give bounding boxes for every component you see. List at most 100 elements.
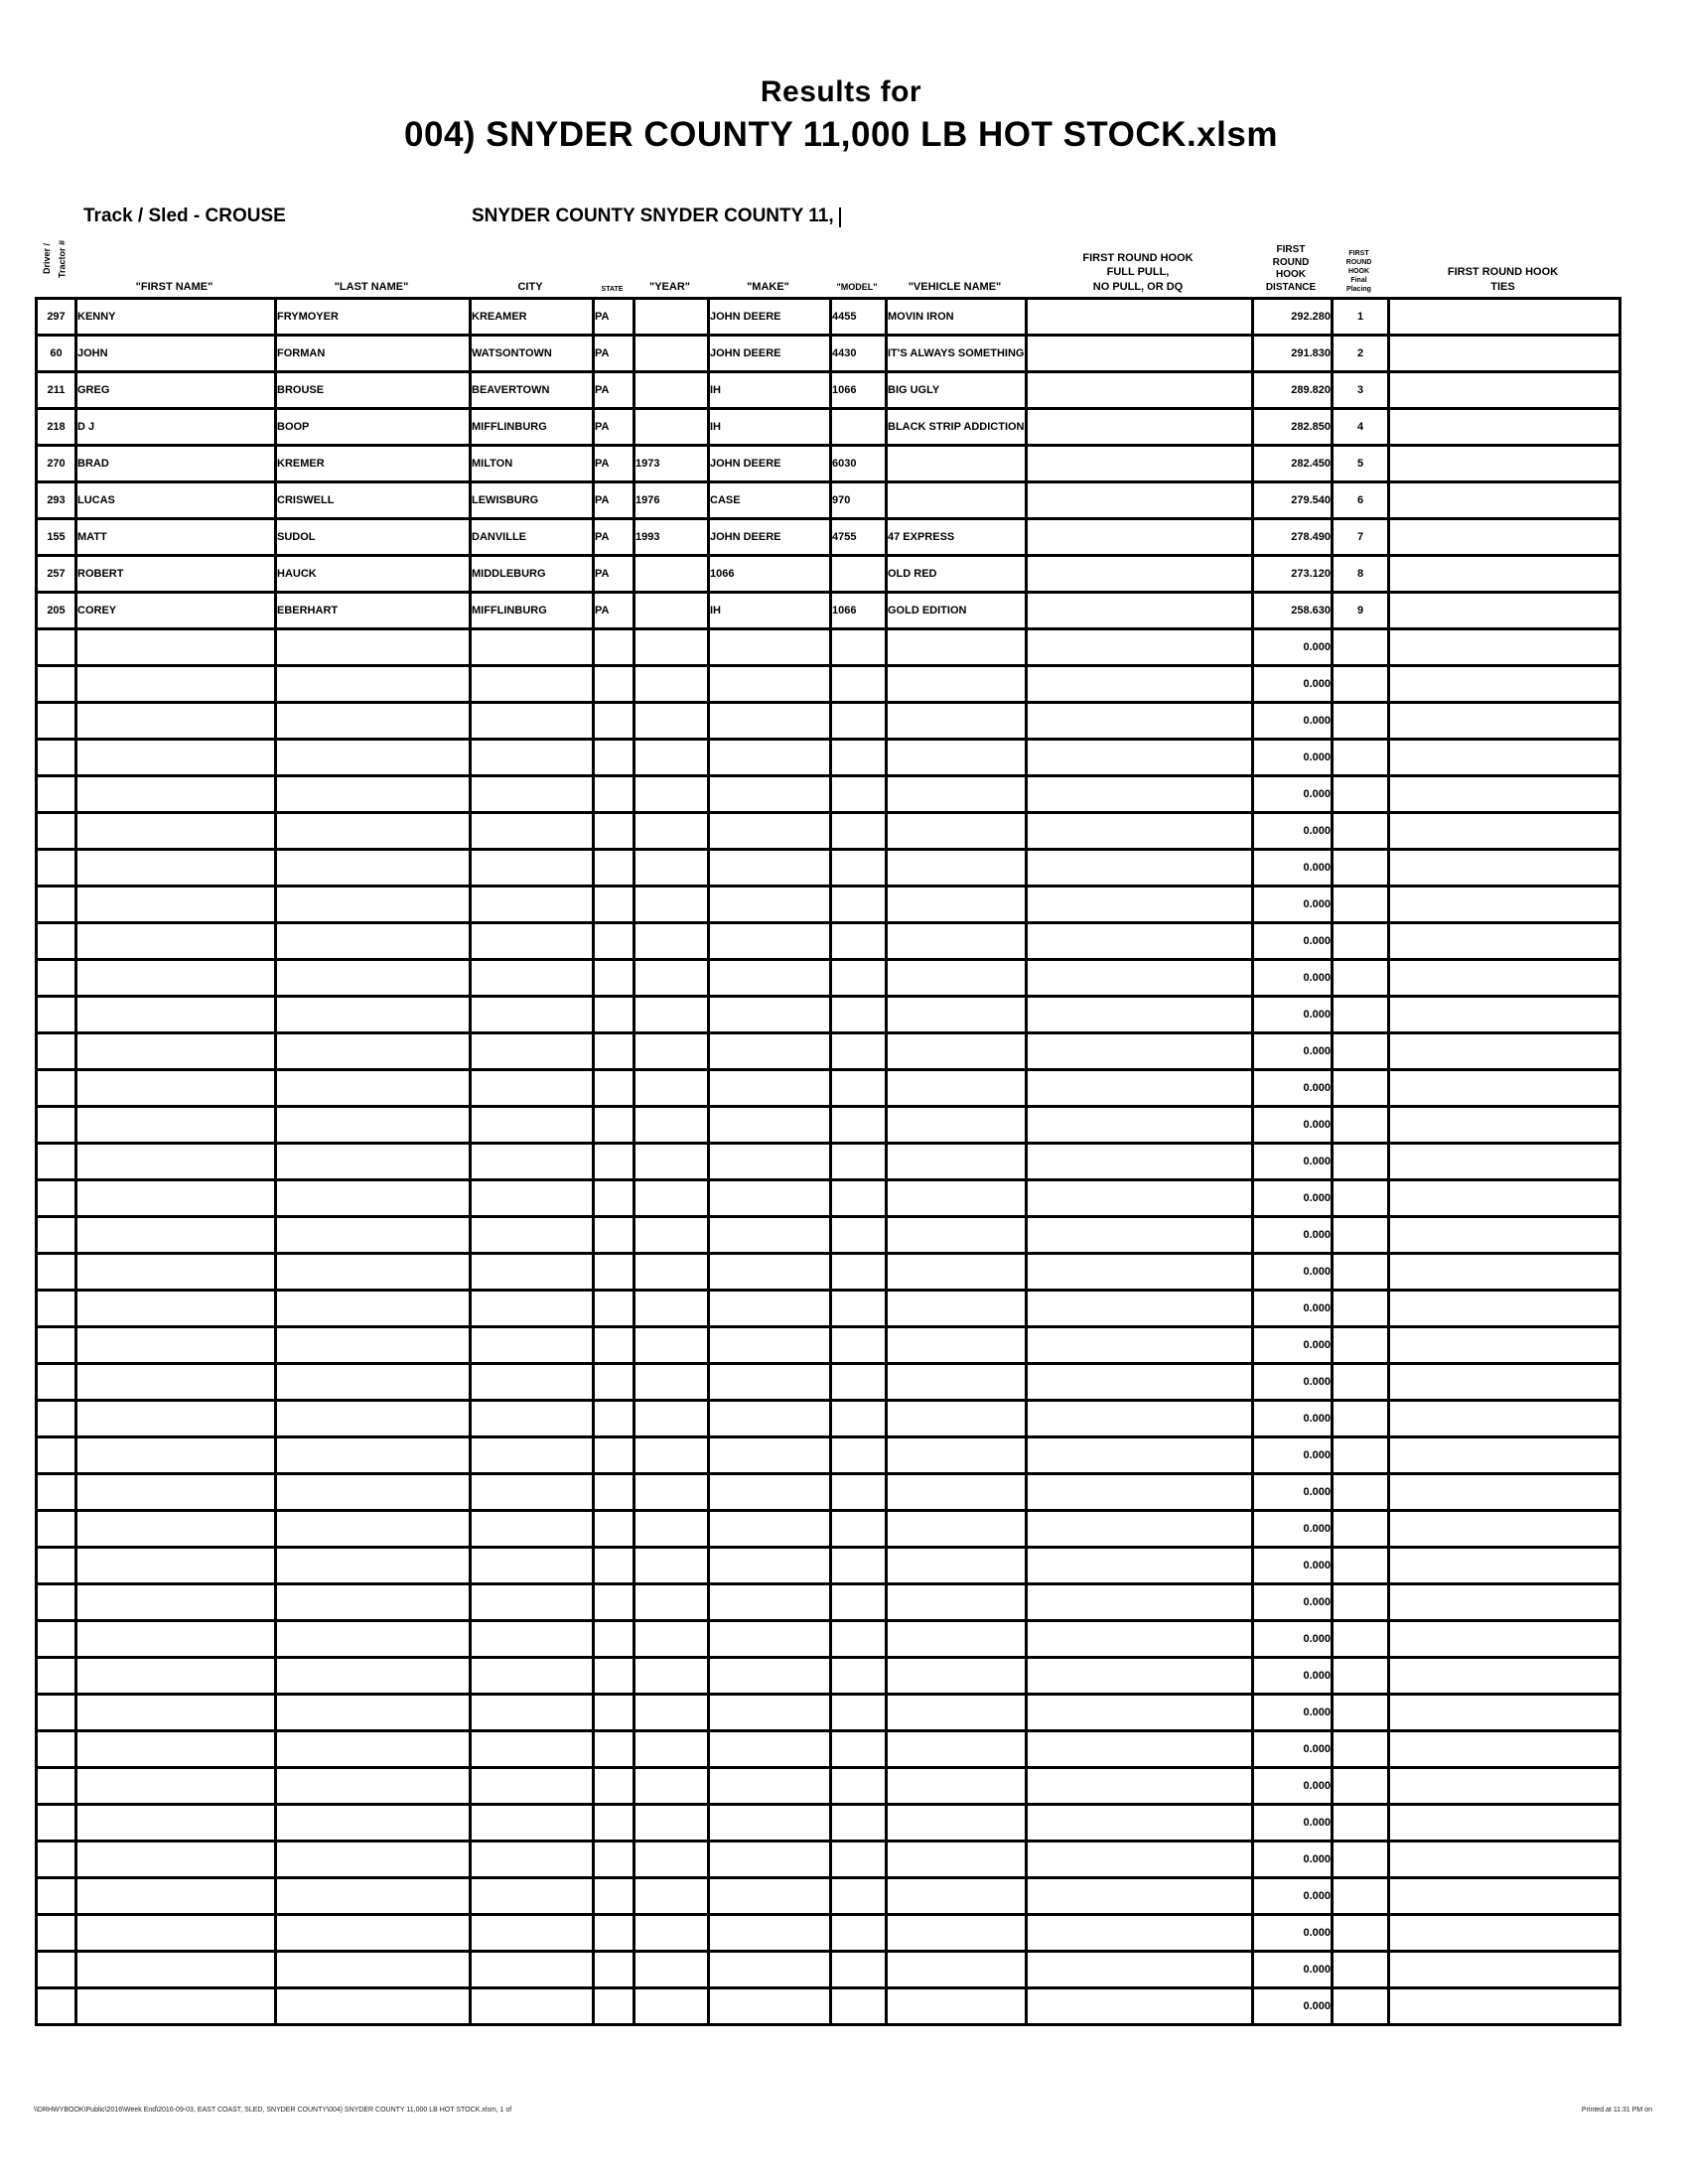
empty-row: 0.000: [35, 738, 1621, 777]
column-header-state: STATE: [601, 285, 624, 293]
cell-city: MILTON: [469, 444, 595, 483]
cell-year: 1976: [633, 480, 710, 520]
cell-model: [829, 1472, 888, 1512]
empty-row: 0.000: [35, 921, 1621, 961]
cell-num: [35, 1693, 77, 1732]
cell-placing: [1331, 1435, 1390, 1475]
cell-distance: 0.000: [1251, 1325, 1334, 1365]
cell-year: [633, 664, 710, 704]
cell-state: [592, 1656, 635, 1696]
cell-last: [274, 1031, 472, 1071]
cell-vehicle: [885, 1766, 1028, 1806]
cell-year: [633, 1435, 710, 1475]
cell-distance: 0.000: [1251, 995, 1334, 1034]
cell-num: [35, 811, 77, 851]
cell-make: [707, 1362, 832, 1402]
cell-last: BOOP: [274, 407, 472, 447]
cell-make: [707, 1656, 832, 1696]
cell-last: [274, 1178, 472, 1218]
cell-fullpull: [1025, 921, 1254, 961]
cell-distance: 292.280: [1251, 297, 1334, 337]
cell-distance: 0.000: [1251, 1215, 1334, 1255]
cell-city: [469, 1068, 595, 1108]
cell-last: FRYMOYER: [274, 297, 472, 337]
cell-year: [633, 1986, 710, 2026]
cell-year: [633, 1178, 710, 1218]
cell-model: 1066: [829, 370, 888, 410]
cell-first: [74, 774, 277, 814]
cell-state: [592, 664, 635, 704]
cell-state: [592, 1362, 635, 1402]
cell-state: [592, 885, 635, 924]
empty-row: 0.000: [35, 1986, 1621, 2026]
cell-make: [707, 1693, 832, 1732]
cell-fullpull: [1025, 1362, 1254, 1402]
cell-year: [633, 297, 710, 337]
cell-last: [274, 1399, 472, 1438]
cell-make: [707, 1289, 832, 1328]
cell-city: KREAMER: [469, 297, 595, 337]
cell-num: [35, 1656, 77, 1696]
cell-distance: 0.000: [1251, 701, 1334, 741]
cell-num: [35, 1325, 77, 1365]
cell-make: [707, 885, 832, 924]
cell-ties: [1387, 554, 1621, 594]
cell-year: [633, 921, 710, 961]
cell-distance: 0.000: [1251, 1803, 1334, 1843]
cell-model: [829, 811, 888, 851]
cell-state: PA: [592, 334, 635, 373]
cell-model: [829, 1766, 888, 1806]
cell-distance: 0.000: [1251, 811, 1334, 851]
cell-state: [592, 921, 635, 961]
cell-placing: 5: [1331, 444, 1390, 483]
empty-row: 0.000: [35, 1325, 1621, 1365]
cell-last: [274, 1362, 472, 1402]
cell-last: [274, 921, 472, 961]
cell-distance: 0.000: [1251, 1362, 1334, 1402]
cell-vehicle: [885, 1362, 1028, 1402]
cell-ties: [1387, 407, 1621, 447]
cell-make: [707, 1876, 832, 1916]
table-row: 293 LUCAS CRISWELL LEWISBURG PA 1976 CASE 970 27…: [35, 480, 1621, 520]
cell-last: [274, 1472, 472, 1512]
cell-ties: [1387, 627, 1621, 667]
cell-state: [592, 774, 635, 814]
column-header-make: "MAKE": [747, 280, 789, 293]
cell-placing: [1331, 627, 1390, 667]
cell-last: [274, 1582, 472, 1622]
cell-vehicle: [885, 1546, 1028, 1585]
cell-last: EBERHART: [274, 591, 472, 630]
cell-last: [274, 1252, 472, 1292]
cell-fullpull: [1025, 995, 1254, 1034]
cell-first: MATT: [74, 517, 277, 557]
cell-fullpull: [1025, 297, 1254, 337]
cell-city: [469, 1472, 595, 1512]
cell-vehicle: [885, 1582, 1028, 1622]
cell-num: [35, 664, 77, 704]
table-row: 155 MATT SUDOL DANVILLE PA 1993 JOHN DEERE 4755…: [35, 517, 1621, 557]
cell-model: [829, 774, 888, 814]
cell-last: [274, 848, 472, 887]
cell-state: [592, 1215, 635, 1255]
empty-row: 0.000: [35, 1656, 1621, 1696]
cell-city: [469, 1876, 595, 1916]
empty-row: 0.000: [35, 1068, 1621, 1108]
cell-distance: 0.000: [1251, 1582, 1334, 1622]
cell-model: [829, 1876, 888, 1916]
cell-year: [633, 1215, 710, 1255]
cell-fullpull: [1025, 1068, 1254, 1108]
column-header-year: "YEAR": [649, 280, 690, 293]
cell-placing: [1331, 738, 1390, 777]
cell-distance: 0.000: [1251, 848, 1334, 887]
cell-make: CASE: [707, 480, 832, 520]
cell-vehicle: [885, 811, 1028, 851]
cell-ties: [1387, 1803, 1621, 1843]
cell-vehicle: [885, 1876, 1028, 1916]
column-header-hook-distance: FIRST ROUND HOOK DISTANCE: [1265, 244, 1317, 293]
cell-fullpull: [1025, 1325, 1254, 1365]
empty-row: 0.000: [35, 995, 1621, 1034]
cell-first: [74, 1435, 277, 1475]
cell-num: [35, 1105, 77, 1145]
cell-placing: [1331, 1876, 1390, 1916]
cell-year: [633, 1509, 710, 1549]
